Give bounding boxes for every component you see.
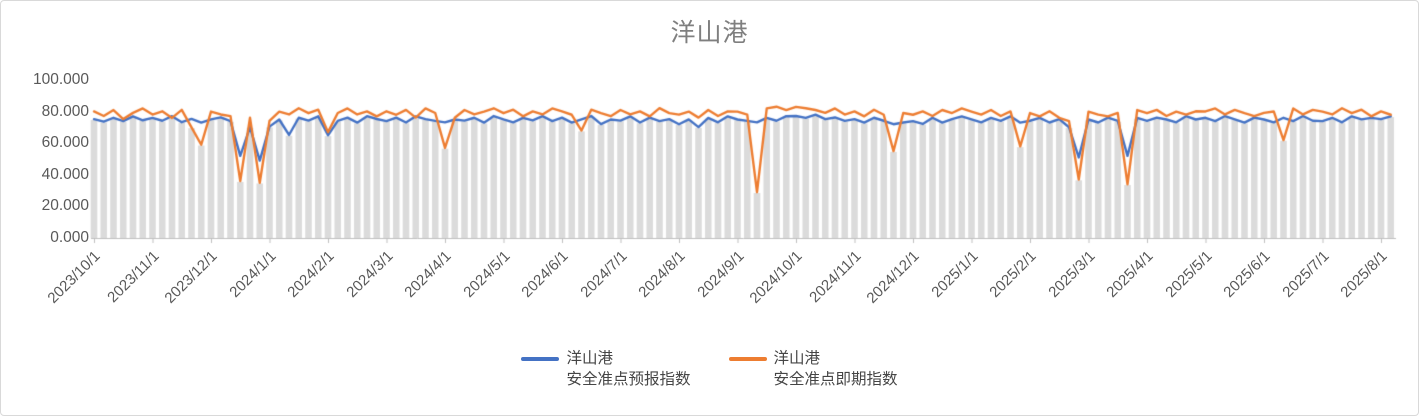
legend-label-spot: 洋山港 安全准点即期指数 [773,350,898,388]
spot-line-swatch [728,357,767,361]
forecast-line-swatch [521,357,560,361]
legend-item-forecast: 洋山港 安全准点预报指数 [521,348,691,390]
y-tick-label: 60.000 [41,134,89,152]
legend-item-spot: 洋山港 安全准点即期指数 [728,348,898,390]
y-tick-label: 0.000 [50,229,89,246]
series-canvas [86,59,1411,251]
legend: 洋山港 安全准点预报指数 洋山港 安全准点即期指数 [1,348,1418,390]
y-tick-label: 100.000 [32,71,89,88]
y-tick-label: 80.000 [41,102,89,120]
y-tick-label: 40.000 [41,165,89,183]
legend-label-forecast: 洋山港 安全准点预报指数 [566,350,691,388]
chart-title: 洋山港 [670,19,749,47]
y-tick-label: 20.000 [41,197,89,215]
